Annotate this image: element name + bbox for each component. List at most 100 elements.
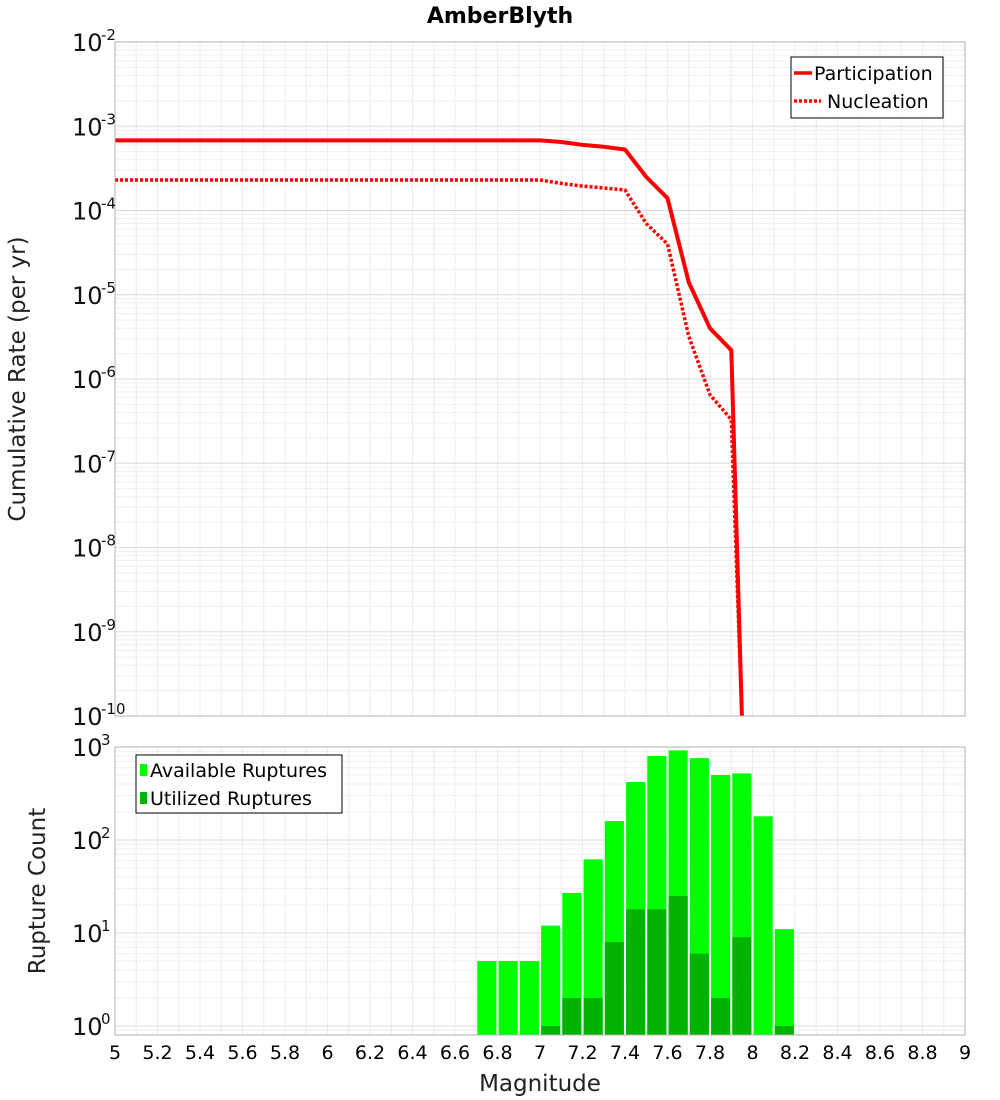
y-tick-base: 10 <box>72 198 103 226</box>
available-ruptures-bar <box>541 925 561 1035</box>
top-y-tick-labels: 10-210-310-410-510-610-710-810-910-10 <box>72 26 126 731</box>
x-tick-label: 6.4 <box>397 1042 427 1064</box>
y-tick-exponent: -6 <box>101 363 116 381</box>
bottom-y-tick-label: 100 <box>72 1010 111 1041</box>
available-ruptures-bar <box>774 929 794 1035</box>
utilized-ruptures-bar <box>689 953 709 1035</box>
bottom-y-tick-label: 101 <box>72 917 111 948</box>
y-tick-base: 10 <box>72 282 103 310</box>
top-y-tick-label: 10-3 <box>72 110 116 141</box>
top-plot-frame <box>114 41 966 717</box>
legend-nucleation-label: Nucleation <box>827 91 929 113</box>
legend-utilized-label: Utilized Ruptures <box>150 788 312 810</box>
y-tick-exponent: 1 <box>101 917 111 935</box>
utilized-ruptures-bar <box>774 1026 794 1035</box>
y-tick-base: 10 <box>72 619 103 647</box>
utilized-ruptures-bar <box>647 909 667 1035</box>
y-tick-base: 10 <box>72 366 103 394</box>
utilized-ruptures-bar <box>562 998 582 1035</box>
y-tick-exponent: -3 <box>101 110 116 128</box>
x-tick-label: 8.8 <box>907 1042 937 1064</box>
top-grid <box>115 42 966 716</box>
y-tick-base: 10 <box>72 920 103 948</box>
y-tick-base: 10 <box>72 734 103 762</box>
top-y-tick-label: 10-6 <box>72 363 116 394</box>
x-tick-label: 6.8 <box>482 1042 512 1064</box>
available-ruptures-bar <box>583 859 603 1035</box>
x-tick-label: 7.2 <box>567 1042 597 1064</box>
x-tick-label: 5.4 <box>185 1042 215 1064</box>
y-tick-exponent: -5 <box>101 279 116 297</box>
x-tick-label: 7.4 <box>610 1042 640 1064</box>
top-y-tick-label: 10-8 <box>72 532 116 563</box>
top-y-axis-label: Cumulative Rate (per yr) <box>5 236 31 521</box>
utilized-ruptures-bar <box>626 909 646 1035</box>
x-axis-label: Magnitude <box>479 1071 601 1097</box>
y-tick-exponent: 0 <box>101 1010 111 1028</box>
x-tick-label: 6.2 <box>355 1042 385 1064</box>
utilized-ruptures-bar <box>732 937 752 1035</box>
y-tick-exponent: -8 <box>101 532 116 550</box>
participation-line <box>115 138 744 717</box>
y-tick-exponent: -10 <box>101 700 126 718</box>
x-tick-label: 5.2 <box>142 1042 172 1064</box>
y-tick-exponent: -7 <box>101 447 116 465</box>
x-tick-label: 8.2 <box>780 1042 810 1064</box>
legend-participation-label: Participation <box>814 63 933 85</box>
x-tick-label: 6 <box>321 1042 333 1064</box>
bottom-legend: Available Ruptures Utilized Ruptures <box>135 754 343 814</box>
y-tick-exponent: 2 <box>101 824 111 842</box>
top-y-tick-label: 10-4 <box>72 195 116 226</box>
y-tick-base: 10 <box>72 827 103 855</box>
utilized-ruptures-bar <box>668 896 688 1035</box>
x-tick-label: 7 <box>534 1042 546 1064</box>
legend-utilized-swatch <box>140 792 147 804</box>
bottom-legend-box <box>135 754 343 814</box>
x-tick-label: 5.8 <box>270 1042 300 1064</box>
x-tick-label: 6.6 <box>440 1042 470 1064</box>
cumulative-rate-panel: 10-210-310-410-510-610-710-810-910-10 Cu… <box>5 26 966 731</box>
nucleation-line <box>115 178 744 717</box>
y-tick-base: 10 <box>72 1013 103 1041</box>
utilized-ruptures-bar <box>604 942 624 1035</box>
top-y-tick-label: 10-9 <box>72 616 116 647</box>
top-legend: Participation Nucleation <box>790 56 944 119</box>
x-tick-label: 7.8 <box>695 1042 725 1064</box>
top-y-tick-label: 10-5 <box>72 279 116 310</box>
available-ruptures-bar <box>477 961 497 1035</box>
chart-title: AmberBlyth <box>427 4 573 29</box>
x-tick-labels: 5 5.2 5.4 5.6 5.8 6 6.2 6.4 6.6 6.8 7 7.2 7.4 7.6 7.8 8… <box>109 1042 971 1064</box>
y-tick-base: 10 <box>72 703 103 731</box>
y-tick-base: 10 <box>72 113 103 141</box>
y-tick-base: 10 <box>72 535 103 563</box>
available-ruptures-bar <box>519 961 539 1035</box>
bottom-y-tick-label: 103 <box>72 731 111 762</box>
top-series <box>115 138 744 717</box>
available-ruptures-bar <box>753 816 773 1035</box>
utilized-ruptures-bar <box>711 998 731 1035</box>
x-tick-label: 5.6 <box>227 1042 257 1064</box>
bottom-plot-frame <box>114 746 966 1036</box>
x-tick-label: 8.4 <box>822 1042 852 1064</box>
y-tick-base: 10 <box>72 29 103 57</box>
available-ruptures-bar <box>711 775 731 1035</box>
x-tick-label: 5 <box>109 1042 121 1064</box>
top-legend-box <box>790 56 944 119</box>
x-tick-label: 8 <box>746 1042 758 1064</box>
y-tick-exponent: -9 <box>101 616 116 634</box>
y-tick-exponent: -4 <box>101 195 116 213</box>
bottom-y-tick-label: 102 <box>72 824 111 855</box>
available-ruptures-bar <box>498 961 518 1035</box>
utilized-ruptures-bar <box>541 1026 561 1035</box>
legend-available-swatch <box>140 764 147 776</box>
bottom-y-axis-label: Rupture Count <box>25 808 51 974</box>
legend-available-label: Available Ruptures <box>150 760 327 782</box>
y-tick-exponent: -2 <box>101 26 116 44</box>
top-y-tick-label: 10-7 <box>72 447 116 478</box>
utilized-ruptures-bar <box>583 998 603 1035</box>
x-tick-label: 8.6 <box>865 1042 895 1064</box>
